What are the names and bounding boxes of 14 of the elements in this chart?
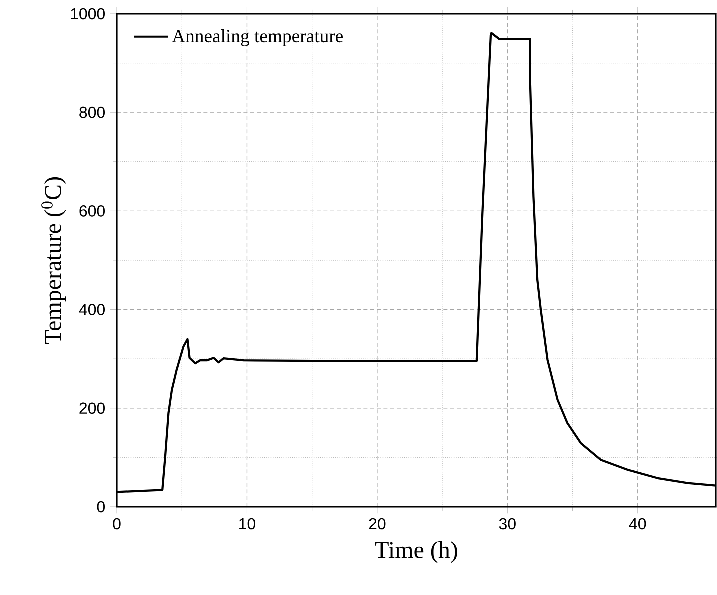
x-tick-label: 40 bbox=[629, 518, 646, 530]
x-tick-label: 10 bbox=[240, 518, 256, 530]
y-tick-label: 0 bbox=[97, 501, 106, 513]
y-axis-title: Temperature ($^{0}$C) bbox=[42, 178, 66, 344]
y-tick-label: 600 bbox=[80, 206, 106, 217]
y-tick-label: 400 bbox=[79, 304, 106, 316]
x-tick-label: 0 bbox=[113, 518, 121, 530]
x-tick-label: 20 bbox=[369, 518, 386, 530]
x-tick-label: 30 bbox=[499, 518, 516, 530]
y-tick-label: 1000 bbox=[71, 8, 106, 20]
y-tick-label: 200 bbox=[80, 402, 106, 414]
legend-label: Annealing temperature bbox=[172, 29, 343, 46]
x-axis-title: Time (h) bbox=[375, 541, 458, 564]
y-tick-label: 800 bbox=[80, 106, 106, 118]
